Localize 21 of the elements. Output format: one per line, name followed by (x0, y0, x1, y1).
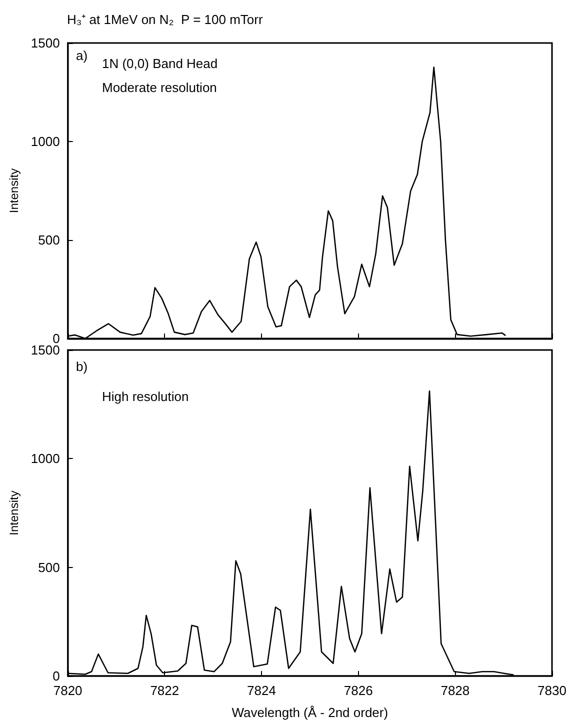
x-tick-label: 7822 (150, 683, 180, 698)
x-axis-title: Wavelength (Å - 2nd order) (232, 705, 388, 720)
y-tick-label: 500 (38, 232, 60, 248)
annotation: High resolution (102, 389, 189, 404)
y-tick-label: 0 (52, 668, 60, 684)
x-tick-label: 7824 (247, 683, 276, 698)
annotation: Moderate resolution (102, 80, 217, 95)
annotation: b) (76, 359, 88, 374)
annotation: 1N (0,0) Band Head (102, 56, 218, 71)
x-tick-label: 7820 (53, 683, 82, 698)
chart-title: H₃⁺ at 1MeV on N₂ P = 100 mTorr (67, 12, 264, 27)
x-tick-label: 7826 (344, 683, 373, 698)
y-tick-label: 500 (38, 560, 60, 575)
annotation: a) (76, 48, 88, 63)
y-axis-title: Intensity (7, 168, 21, 214)
y-tick-label: 1000 (30, 134, 60, 149)
x-tick-label: 7830 (538, 683, 566, 698)
y-tick-label: 1000 (30, 451, 60, 466)
y-axis-title: Intensity (7, 490, 21, 536)
y-tick-label: 1500 (30, 36, 60, 50)
x-tick-label: 7828 (440, 683, 470, 698)
